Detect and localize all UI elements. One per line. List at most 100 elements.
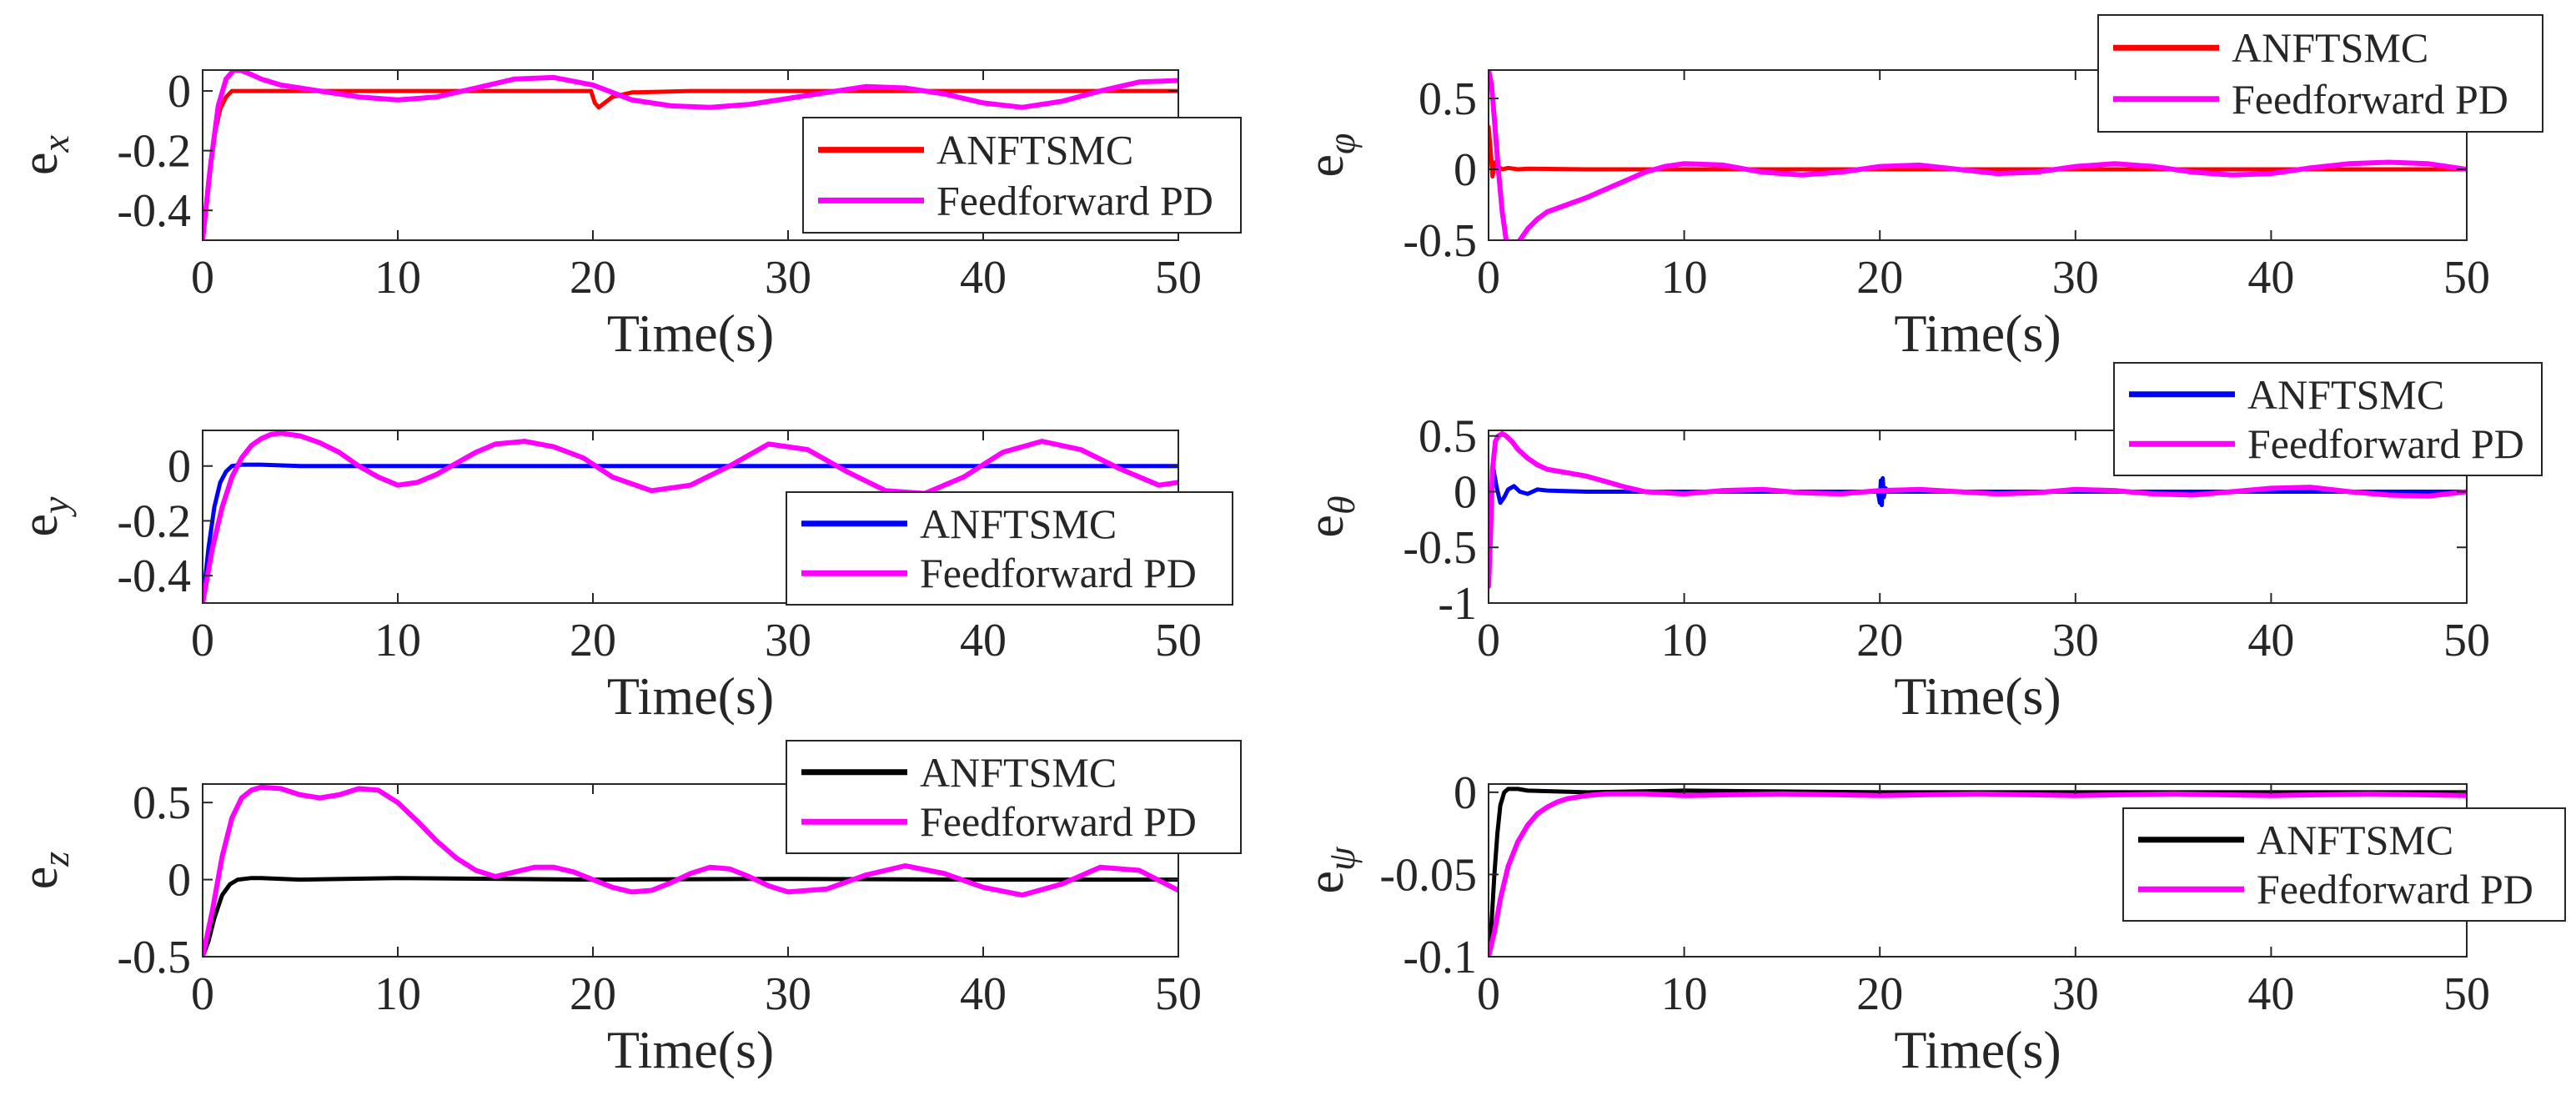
y-axis-label: eψ: [1298, 846, 1363, 894]
series-line-feedforward-pd: [203, 784, 1178, 957]
y-axis-label: eφ: [1298, 133, 1363, 178]
legend-entry: Feedforward PD: [920, 798, 1197, 845]
y-tick-label: 0: [168, 855, 191, 907]
legend-entry: Feedforward PD: [2232, 76, 2508, 123]
x-tick-label: 40: [2247, 252, 2294, 304]
legend-entry: Feedforward PD: [920, 550, 1197, 596]
series-line-feedforward-pd: [1489, 70, 2467, 240]
x-axis-label: Time(s): [1894, 666, 2061, 726]
x-tick-label: 10: [374, 615, 421, 666]
y-axis-label: ey: [12, 496, 77, 537]
y-tick-label: 0: [168, 66, 191, 118]
x-axis-label: Time(s): [607, 666, 774, 726]
y-tick-label: 0.5: [1419, 411, 1477, 463]
x-tick-label: 40: [2247, 615, 2294, 666]
subplot-epsi: 0 10 20 30 40 50 -0.1 -0.05 0 Time(s) eψ ANFTSMCFee…: [1298, 767, 2566, 1079]
legend-entry: ANFTSMC: [2257, 817, 2453, 863]
y-tick-label: 0: [168, 441, 191, 493]
y-tick-label: 0.5: [133, 777, 191, 829]
x-tick-label: 30: [765, 968, 811, 1020]
series-line-anftsmc: [1489, 124, 2467, 178]
x-tick-label: 30: [2052, 252, 2099, 304]
series-line-feedforward-pd: [203, 430, 1178, 603]
x-tick-label: 50: [1155, 615, 1202, 666]
y-tick-label: -0.5: [1403, 522, 1477, 574]
x-tick-label: 50: [1155, 252, 1202, 304]
x-tick-label: 40: [2247, 968, 2294, 1020]
x-tick-label: 0: [191, 252, 214, 304]
legend-box: [786, 491, 1233, 606]
x-tick-label: 30: [765, 615, 811, 666]
x-tick-label: 10: [374, 968, 421, 1020]
y-tick-label: 0: [1454, 767, 1477, 819]
legend-box: [786, 740, 1242, 854]
x-tick-label: 50: [1155, 968, 1202, 1020]
y-tick-label: -0.5: [1403, 215, 1477, 267]
y-tick-label: -0.05: [1379, 849, 1477, 901]
x-tick-label: 0: [191, 968, 214, 1020]
y-tick-label: 0.5: [1419, 73, 1477, 125]
x-axis-label: Time(s): [607, 1020, 774, 1079]
y-tick-label: -1: [1438, 578, 1477, 630]
y-tick-label: -0.2: [117, 495, 191, 547]
x-tick-label: 20: [1856, 615, 1903, 666]
legend-box: [2113, 362, 2543, 476]
x-tick-label: 30: [2052, 968, 2099, 1020]
x-tick-label: 20: [1856, 968, 1903, 1020]
series-line-anftsmc: [203, 462, 1178, 603]
legend-box: [2122, 807, 2566, 922]
y-tick-label: -0.5: [117, 932, 191, 983]
x-tick-label: 20: [1856, 252, 1903, 304]
x-tick-label: 0: [1477, 252, 1500, 304]
legend-entry: Feedforward PD: [2247, 420, 2524, 467]
x-tick-label: 40: [960, 615, 1007, 666]
x-tick-label: 30: [2052, 615, 2099, 666]
series-line-feedforward-pd: [1489, 431, 2467, 589]
x-tick-label: 20: [570, 252, 616, 304]
x-tick-label: 20: [570, 968, 616, 1020]
x-tick-label: 0: [191, 615, 214, 666]
x-tick-label: 10: [1661, 968, 1708, 1020]
x-axis-label: Time(s): [1894, 304, 2061, 363]
x-tick-label: 50: [2443, 968, 2490, 1020]
axes-box: [1488, 69, 2468, 241]
x-tick-label: 30: [765, 252, 811, 304]
legend: ANFTSMC Feedforward PD: [2097, 14, 2543, 133]
y-axis-label: ez: [12, 852, 77, 890]
series-line-feedforward-pd: [203, 70, 1178, 240]
y-tick-label: -0.4: [117, 185, 191, 237]
subplot-etheta: 0 10 20 30 40 50-1-0.500.5Time(s)eθANFTSMCFee…: [1298, 362, 2543, 726]
legend-entry: ANFTSMC: [2247, 371, 2444, 418]
series-line-feedforward-pd: [1489, 791, 2467, 957]
x-axis-label: Time(s): [1894, 1020, 2061, 1079]
x-tick-label: 50: [2443, 252, 2490, 304]
x-tick-label: 20: [570, 615, 616, 666]
y-axis-label: ex: [12, 134, 77, 175]
y-axis-label: eθ: [1298, 495, 1363, 537]
y-tick-label: -0.2: [117, 126, 191, 178]
x-tick-label: 0: [1477, 968, 1500, 1020]
x-tick-label: 0: [1477, 615, 1500, 666]
legend-box: [802, 117, 1242, 234]
legend-entry: Feedforward PD: [2257, 866, 2533, 912]
x-tick-label: 10: [374, 252, 421, 304]
subplot-ephi: 0 10 20 30 40 50-0.500.5Time(s)eφANFTSMCFeedf…: [1298, 14, 2543, 363]
legend-entry: Feedforward PD: [936, 177, 1213, 224]
x-tick-label: 10: [1661, 252, 1708, 304]
subplot-ez: 0 10 20 30 40 50-0.500.5Time(s)ezANFTSMCFeedf…: [12, 740, 1242, 1079]
x-tick-label: 40: [960, 968, 1007, 1020]
x-tick-label: 50: [2443, 615, 2490, 666]
y-tick-label: 0: [1454, 144, 1477, 196]
legend-entry: ANFTSMC: [920, 500, 1117, 547]
legend-entry: ANFTSMC: [936, 127, 1133, 173]
axes-box: [1488, 430, 2468, 604]
legend-entry: ANFTSMC: [920, 749, 1117, 796]
legend-entry: ANFTSMC: [2232, 24, 2428, 71]
